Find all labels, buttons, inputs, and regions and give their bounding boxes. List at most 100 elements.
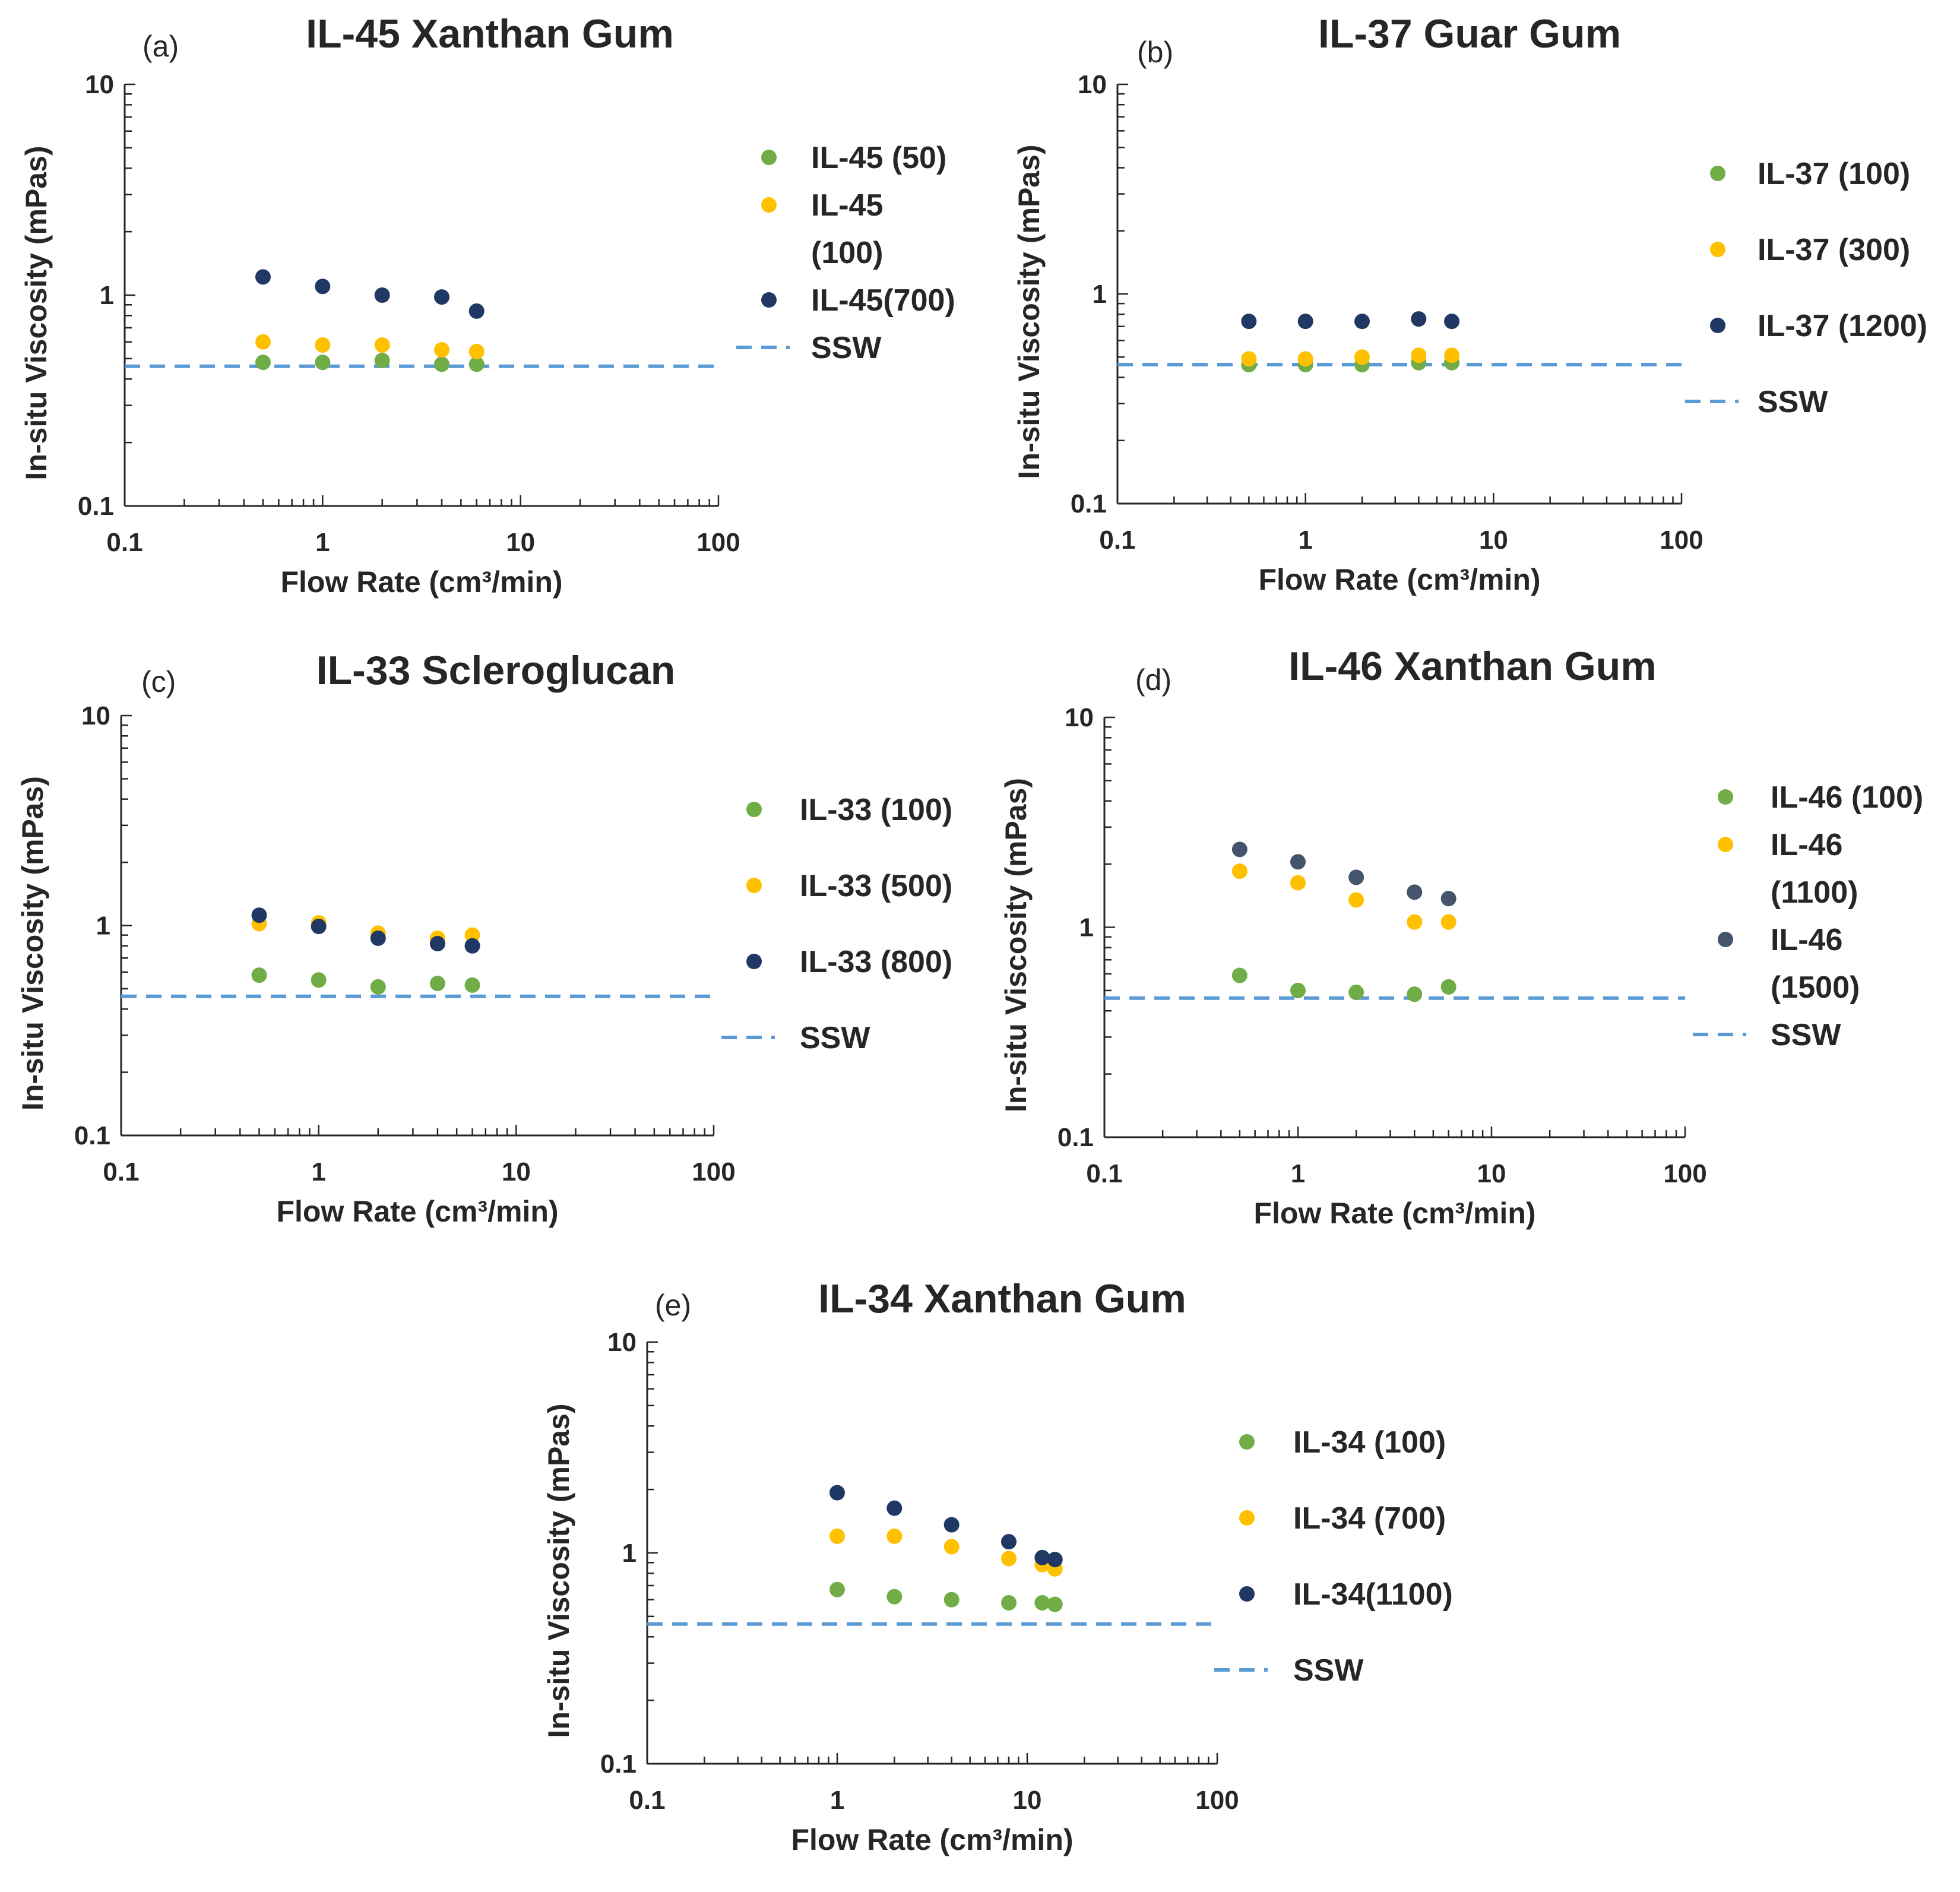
chart-panel-2: IL-37 Guar Gum (b) 0.1 1 10 100 0.1 1 10 Flow Rat… — [1012, 11, 1927, 596]
legend-label-series-2: (100) — [811, 236, 883, 270]
data-point-series-3 — [1407, 884, 1423, 900]
data-point-series-1 — [1440, 979, 1456, 995]
data-point-series-3 — [434, 289, 450, 305]
legend-label-series-1: IL-46 (100) — [1771, 780, 1923, 815]
legend-label-series-3: IL-45(700) — [811, 283, 955, 318]
legend-marker-series-1 — [1718, 789, 1733, 805]
data-point-series-3 — [1034, 1549, 1050, 1565]
x-tick-label: 0.1 — [106, 528, 143, 557]
data-point-series-2 — [943, 1539, 960, 1555]
data-point-series-3 — [315, 279, 331, 295]
data-point-series-3 — [886, 1500, 903, 1516]
y-tick-label: 1 — [96, 912, 110, 941]
chart-title: IL-34 Xanthan Gum — [818, 1276, 1186, 1321]
data-point-series-3 — [374, 287, 390, 303]
x-tick-label: 100 — [696, 528, 740, 557]
legend-label-series-3: (1500) — [1771, 970, 1860, 1005]
legend-marker-series-2 — [1710, 242, 1725, 257]
data-point-series-2 — [1290, 875, 1306, 891]
x-tick-label: 10 — [502, 1157, 531, 1187]
y-axis-title: In-situ Viscosity (mPas) — [1012, 144, 1046, 479]
legend-marker-series-2 — [761, 197, 777, 213]
data-point-series-2 — [1000, 1551, 1017, 1567]
data-point-series-1 — [464, 977, 480, 993]
x-axis-title: Flow Rate (cm³/min) — [791, 1823, 1073, 1856]
x-tick-label: 0.1 — [1099, 526, 1135, 555]
panel-label: (b) — [1137, 36, 1173, 69]
data-point-series-1 — [251, 967, 267, 983]
chart-panel-5: IL-34 Xanthan Gum (e) 0.1 1 10 100 0.1 1 10 Flow … — [542, 1276, 1453, 1856]
x-tick-label: 1 — [1291, 1159, 1305, 1188]
legend-marker-series-3 — [1239, 1586, 1255, 1602]
data-point-series-1 — [315, 355, 331, 371]
x-axis-title: Flow Rate (cm³/min) — [276, 1195, 558, 1228]
legend-marker-series-2 — [746, 878, 762, 893]
data-point-series-1 — [1348, 985, 1364, 1001]
data-point-series-1 — [1000, 1594, 1017, 1611]
data-point-series-3 — [468, 303, 485, 319]
data-point-series-3 — [1290, 854, 1306, 870]
y-tick-label: 0.1 — [1071, 489, 1107, 518]
legend-label-series-2: IL-33 (500) — [800, 869, 952, 903]
data-point-series-3 — [370, 930, 386, 946]
legend-marker-series-3 — [761, 292, 777, 308]
chart-panel-1: IL-45 Xanthan Gum (a) 0.1 1 10 100 0.1 1 10 Flow … — [20, 11, 955, 599]
y-tick-label: 10 — [607, 1328, 637, 1357]
legend-label-ssw: SSW — [800, 1021, 870, 1055]
legend-label-series-2: (1100) — [1771, 875, 1858, 910]
y-tick-label: 10 — [1078, 70, 1107, 99]
data-point-series-1 — [1407, 986, 1423, 1002]
data-point-series-1 — [943, 1592, 960, 1608]
x-tick-label: 1 — [311, 1157, 325, 1187]
data-point-series-3 — [1440, 891, 1456, 907]
legend-label-series-3: IL-37 (1200) — [1758, 309, 1927, 343]
data-point-series-1 — [255, 355, 271, 371]
panel-label: (a) — [143, 30, 179, 63]
data-point-series-3 — [1241, 314, 1257, 330]
data-point-series-1 — [370, 979, 386, 995]
data-point-series-3 — [1411, 311, 1427, 327]
chart-panel-4: IL-46 Xanthan Gum (d) 0.1 1 10 100 0.1 1 10 Flow … — [999, 644, 1923, 1230]
x-tick-label: 0.1 — [629, 1786, 665, 1815]
legend-label-series-2: IL-45 — [811, 188, 883, 223]
chart-panel-3: IL-33 Scleroglucan (c) 0.1 1 10 100 0.1 1 10 Flow… — [16, 648, 952, 1228]
data-point-series-2 — [464, 927, 480, 943]
data-point-series-1 — [429, 975, 445, 991]
legend-label-series-1: IL-34 (100) — [1293, 1425, 1446, 1460]
data-point-series-3 — [251, 907, 267, 923]
x-tick-label: 1 — [315, 528, 330, 557]
chart-title: IL-37 Guar Gum — [1318, 11, 1621, 56]
data-point-series-2 — [434, 342, 450, 358]
data-point-series-2 — [1411, 347, 1427, 363]
data-point-series-3 — [311, 919, 327, 935]
panel-label: (c) — [141, 665, 176, 698]
data-point-series-2 — [1440, 914, 1456, 930]
x-tick-label: 10 — [1477, 1159, 1506, 1188]
legend-marker-series-1 — [1710, 166, 1725, 181]
data-point-series-3 — [1354, 314, 1370, 330]
x-axis-title: Flow Rate (cm³/min) — [280, 565, 562, 599]
legend-marker-series-1 — [1239, 1434, 1255, 1450]
x-tick-label: 10 — [1479, 526, 1508, 555]
chart-title: IL-45 Xanthan Gum — [306, 11, 674, 56]
x-tick-label: 10 — [1013, 1786, 1042, 1815]
chart-title: IL-33 Scleroglucan — [316, 648, 676, 693]
legend-marker-series-3 — [746, 954, 762, 969]
legend-label-series-2: IL-46 — [1771, 828, 1842, 862]
y-axis-title: In-situ Viscosity (mPas) — [20, 145, 53, 480]
data-point-series-2 — [1297, 351, 1313, 367]
data-point-series-2 — [1354, 349, 1370, 365]
legend-label-ssw: SSW — [1293, 1653, 1364, 1688]
y-tick-label: 10 — [85, 70, 114, 99]
data-point-series-1 — [374, 352, 390, 368]
data-point-series-1 — [1034, 1594, 1050, 1611]
x-axis-title: Flow Rate (cm³/min) — [1253, 1197, 1535, 1230]
data-point-series-2 — [1231, 863, 1247, 879]
legend-label-series-2: IL-37 (300) — [1758, 233, 1910, 267]
legend-label-ssw: SSW — [1771, 1018, 1841, 1052]
legend-label-series-3: IL-33 (800) — [800, 945, 952, 979]
legend-marker-series-3 — [1710, 318, 1725, 333]
y-tick-label: 0.1 — [74, 1121, 110, 1150]
data-point-series-3 — [429, 935, 445, 951]
